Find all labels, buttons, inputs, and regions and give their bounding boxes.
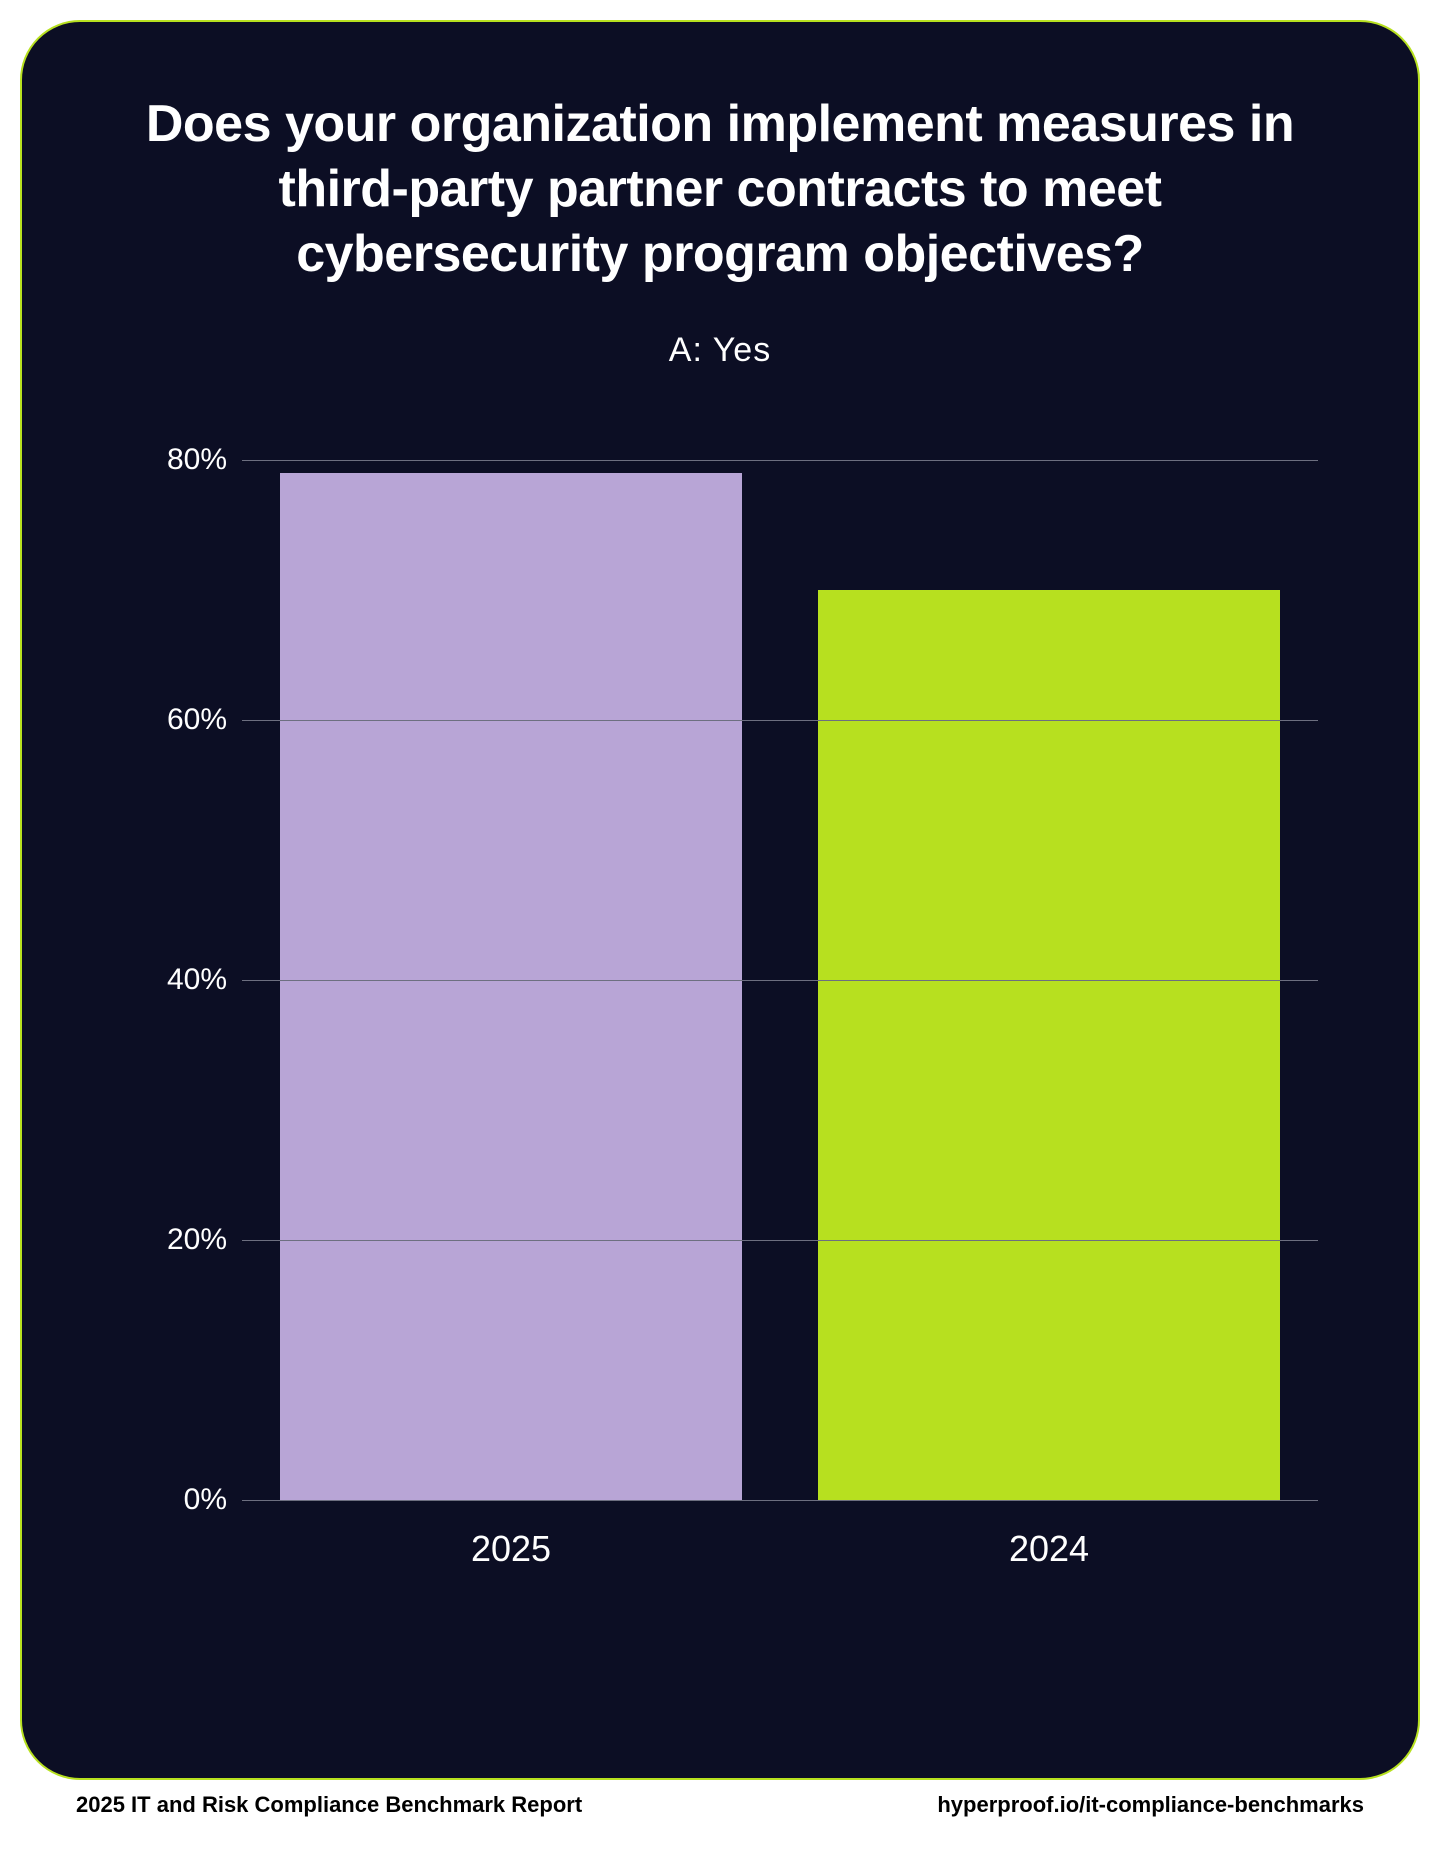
y-axis-label: 60% xyxy=(142,703,227,737)
chart-area: 20252024 0%20%40%60%80% xyxy=(82,460,1358,1620)
y-axis-label: 80% xyxy=(142,443,227,477)
x-axis-label: 2025 xyxy=(242,1528,780,1570)
bar xyxy=(818,590,1281,1500)
gridline xyxy=(242,1240,1318,1241)
chart-card: Does your organization implement measure… xyxy=(20,20,1420,1780)
gridline xyxy=(242,1500,1318,1501)
footer-left: 2025 IT and Risk Compliance Benchmark Re… xyxy=(76,1792,582,1818)
card-footer: 2025 IT and Risk Compliance Benchmark Re… xyxy=(76,1792,1364,1818)
plot-region: 20252024 0%20%40%60%80% xyxy=(242,460,1318,1500)
gridline xyxy=(242,720,1318,721)
chart-inner: 20252024 0%20%40%60%80% xyxy=(142,460,1318,1500)
footer-right: hyperproof.io/it-compliance-benchmarks xyxy=(937,1792,1364,1818)
x-axis-label: 2024 xyxy=(780,1528,1318,1570)
y-axis-label: 40% xyxy=(142,963,227,997)
gridline xyxy=(242,980,1318,981)
chart-title: Does your organization implement measure… xyxy=(82,92,1358,287)
bar xyxy=(280,473,743,1500)
chart-subtitle: A: Yes xyxy=(82,331,1358,370)
gridline xyxy=(242,460,1318,461)
y-axis-label: 20% xyxy=(142,1223,227,1257)
y-axis-label: 0% xyxy=(142,1483,227,1517)
